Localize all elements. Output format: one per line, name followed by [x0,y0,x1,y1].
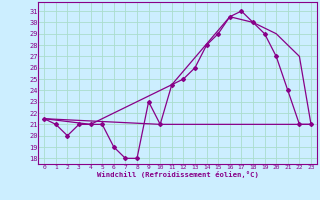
X-axis label: Windchill (Refroidissement éolien,°C): Windchill (Refroidissement éolien,°C) [97,171,259,178]
